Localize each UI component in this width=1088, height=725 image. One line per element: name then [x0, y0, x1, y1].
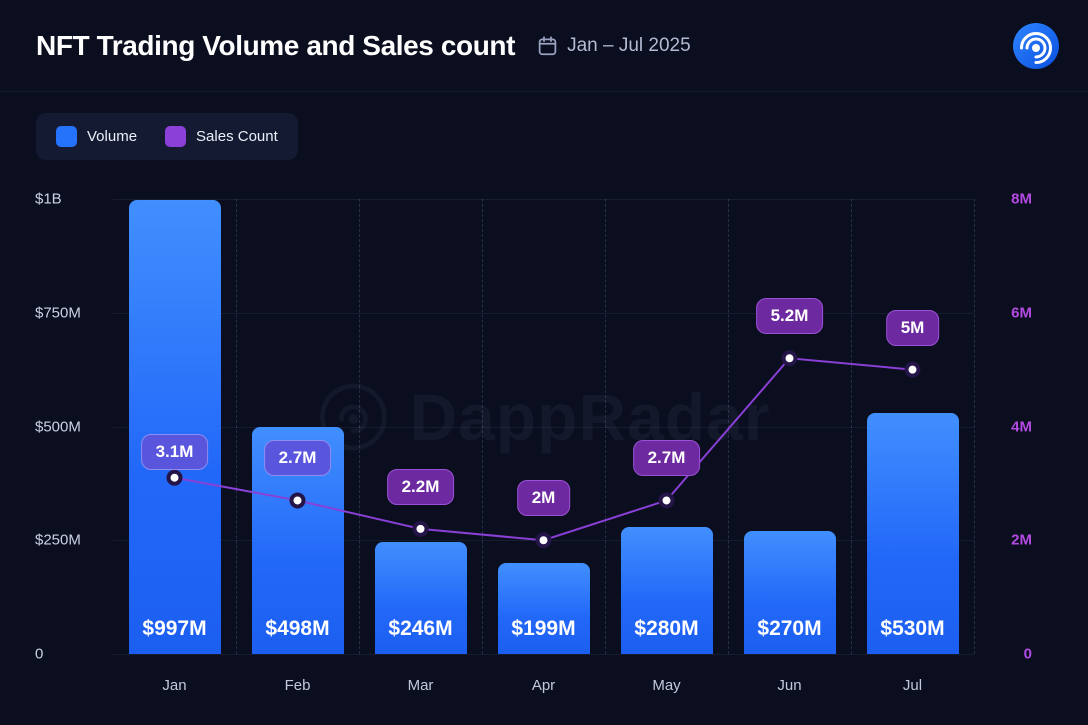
volume-legend-label: Volume — [87, 128, 138, 145]
month-label: Jan — [162, 677, 187, 694]
calendar-icon — [538, 36, 557, 56]
sales-count-point[interactable] — [658, 492, 675, 509]
legend: Volume Sales Count — [36, 113, 298, 160]
volume-bar-value: $997M — [142, 617, 207, 640]
date-range: Jan – Jul 2025 — [537, 35, 691, 57]
right-axis-label: 0 — [1023, 645, 1032, 663]
vertical-gridline — [605, 199, 606, 654]
sales-count-badge[interactable]: 2.7M — [632, 440, 701, 477]
volume-swatch-icon — [56, 126, 77, 147]
sales-count-point[interactable] — [904, 361, 921, 378]
sales-count-point[interactable] — [166, 469, 183, 486]
sales-count-swatch-icon — [165, 126, 187, 147]
horizontal-gridline — [113, 426, 974, 428]
sales-count-badge[interactable]: 5M — [885, 309, 940, 346]
legend-item-volume[interactable]: Volume — [56, 126, 137, 147]
volume-bar[interactable]: $246M — [374, 542, 467, 654]
volume-bar-value: $530M — [880, 617, 945, 640]
legend-item-sales-count[interactable]: Sales Count — [165, 126, 278, 147]
left-axis-label: $750M — [35, 304, 81, 322]
left-axis-label: $1B — [35, 190, 62, 208]
volume-bar[interactable]: $199M — [497, 563, 590, 654]
left-axis-label: $250M — [35, 531, 81, 549]
right-axis-label: 4M — [1011, 418, 1032, 435]
right-axis-label: 8M — [1011, 190, 1032, 208]
sales-count-badge[interactable]: 2.7M — [263, 440, 332, 477]
left-axis-label: 0 — [35, 645, 44, 663]
volume-bar-value: $270M — [757, 617, 822, 640]
month-label: May — [652, 677, 681, 694]
chart-plot-area: $997M $498M $246M $199M $280M $270M $530M 3.1M 2… — [113, 199, 975, 655]
sales-count-point[interactable] — [412, 520, 429, 537]
horizontal-gridline — [113, 199, 974, 200]
dappradar-logo[interactable] — [1012, 22, 1060, 70]
sales-count-line-layer — [166, 350, 921, 549]
month-label: Feb — [284, 677, 311, 694]
right-axis-label: 6M — [1011, 304, 1032, 322]
date-range-label: Jan – Jul 2025 — [567, 34, 691, 56]
volume-bar-value: $498M — [265, 617, 330, 640]
volume-bar[interactable]: $997M — [128, 200, 221, 654]
horizontal-gridline — [113, 654, 974, 655]
volume-bar[interactable]: $280M — [620, 526, 713, 654]
volume-bar[interactable]: $530M — [866, 412, 959, 654]
sales-count-legend-label: Sales Count — [196, 128, 278, 145]
vertical-gridline — [851, 199, 852, 654]
month-label: Jul — [902, 677, 923, 694]
sales-count-badge[interactable]: 2M — [516, 480, 571, 517]
vertical-gridline — [482, 199, 483, 654]
horizontal-gridline — [113, 312, 974, 314]
vertical-gridline — [359, 199, 360, 654]
sales-count-badge[interactable]: 5.2M — [755, 298, 824, 335]
sales-count-badge[interactable]: 2.2M — [386, 468, 455, 505]
sales-count-point[interactable] — [781, 350, 798, 367]
volume-bar-value: $280M — [634, 617, 699, 640]
vertical-gridline — [236, 199, 237, 654]
header: NFT Trading Volume and Sales count Jan –… — [0, 0, 1088, 92]
volume-bar-value: $199M — [511, 617, 576, 640]
left-axis-label: $500M — [35, 418, 81, 435]
page-title: NFT Trading Volume and Sales count — [36, 29, 516, 61]
vertical-gridline — [728, 199, 729, 654]
month-label: Apr — [531, 677, 556, 694]
month-label: Mar — [407, 677, 434, 694]
vertical-gridline — [974, 199, 975, 654]
volume-bar[interactable]: $270M — [743, 531, 836, 654]
sales-count-point[interactable] — [289, 492, 306, 509]
sales-count-badge[interactable]: 3.1M — [140, 433, 209, 470]
right-axis-label: 2M — [1011, 531, 1032, 549]
month-label: Jun — [777, 677, 802, 694]
volume-bar-value: $246M — [388, 617, 453, 640]
sales-count-point[interactable] — [535, 532, 552, 549]
